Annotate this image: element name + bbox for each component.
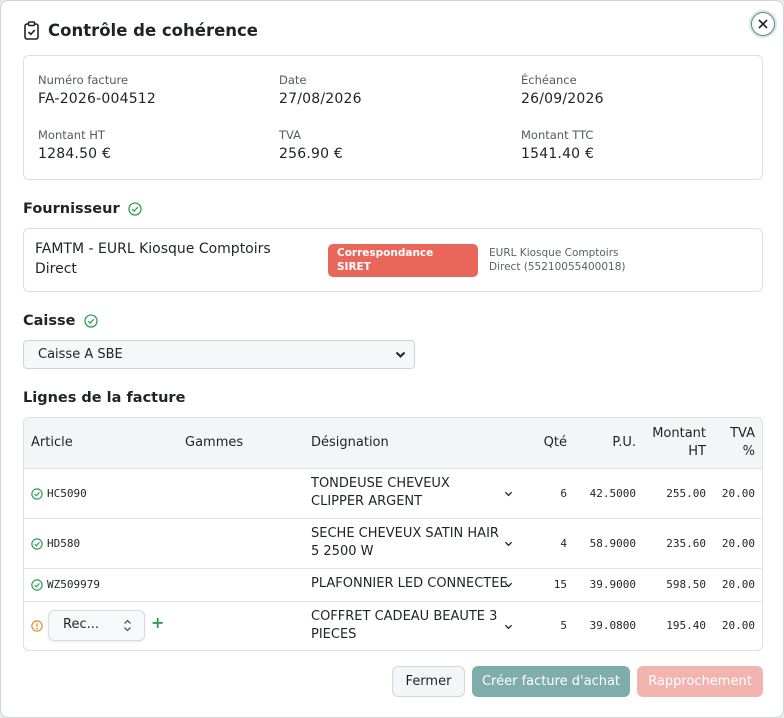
invoice-due-label: Échéance bbox=[521, 73, 577, 87]
chevron-down-icon bbox=[395, 351, 406, 358]
check-circle-icon bbox=[31, 538, 43, 550]
table-row[interactable]: HD580 SECHE CHEVEUX SATIN HAIR 5 2500 W … bbox=[24, 519, 762, 569]
chevron-down-icon[interactable] bbox=[504, 489, 513, 498]
col-montant: Montant HT bbox=[652, 426, 706, 459]
check-circle-icon bbox=[31, 579, 43, 591]
invoice-number-field: Numéro facture FA-2026-004512 bbox=[38, 73, 156, 107]
row-article: HD580 bbox=[47, 537, 81, 550]
col-pu: P.U. bbox=[612, 435, 636, 450]
caisse-heading: Caisse bbox=[23, 313, 98, 329]
row-article: HC5090 bbox=[47, 487, 87, 500]
row-designation: COFFRET CADEAU BEAUTE 3 PIECES bbox=[311, 609, 498, 642]
row-qte: 4 bbox=[560, 537, 567, 550]
row-pu: 39.9000 bbox=[589, 578, 636, 591]
row-tva: 20.00 bbox=[721, 537, 755, 550]
invoice-lines-table: Article Gammes Désignation Qté P.U. Mont… bbox=[23, 417, 763, 651]
caisse-heading-label: Caisse bbox=[23, 313, 76, 329]
amount-ttc-label: Montant TTC bbox=[521, 128, 594, 142]
supplier-name: FAMTM - EURL Kiosque Comptoirs Direct bbox=[35, 241, 271, 277]
table-row[interactable]: Rec... + COFFRET CADEAU BEAUTE 3 PIECES … bbox=[24, 602, 762, 650]
amount-ht-value: 1284.50 € bbox=[38, 146, 112, 162]
tva-value: 256.90 € bbox=[279, 146, 343, 162]
row-designation: TONDEUSE CHEVEUX CLIPPER ARGENT bbox=[311, 476, 450, 509]
invoice-date-value: 27/08/2026 bbox=[279, 91, 362, 107]
invoice-number-label: Numéro facture bbox=[38, 73, 129, 87]
table-row[interactable]: HC5090 TONDEUSE CHEVEUX CLIPPER ARGENT 6… bbox=[24, 469, 762, 519]
create-purchase-invoice-button[interactable]: Créer facture d'achat bbox=[472, 666, 630, 697]
chevron-down-icon[interactable] bbox=[504, 580, 513, 589]
amount-ht-label: Montant HT bbox=[38, 128, 105, 142]
col-qte: Qté bbox=[543, 435, 567, 450]
col-article: Article bbox=[31, 435, 73, 450]
caisse-select[interactable]: Caisse A SBE bbox=[23, 340, 415, 369]
row-montant: 235.60 bbox=[666, 537, 706, 550]
check-circle-icon bbox=[31, 488, 43, 500]
row-montant: 195.40 bbox=[666, 619, 706, 632]
amount-ht-field: Montant HT 1284.50 € bbox=[38, 128, 111, 162]
supplier-heading: Fournisseur bbox=[23, 201, 142, 217]
close-icon[interactable] bbox=[751, 12, 775, 36]
article-select-value: Rec... bbox=[63, 617, 99, 632]
table-header: Article Gammes Désignation Qté P.U. Mont… bbox=[24, 418, 762, 469]
col-gammes: Gammes bbox=[185, 435, 244, 450]
col-tva: TVA % bbox=[730, 426, 755, 459]
chevron-updown-icon bbox=[124, 619, 131, 632]
row-qte: 5 bbox=[560, 619, 567, 632]
article-select[interactable]: Rec... bbox=[48, 610, 145, 641]
invoice-date-label: Date bbox=[279, 73, 307, 87]
close-button[interactable]: Fermer bbox=[392, 666, 465, 697]
invoice-date-field: Date 27/08/2026 bbox=[279, 73, 362, 107]
row-tva: 20.00 bbox=[721, 578, 755, 591]
tva-label: TVA bbox=[279, 128, 302, 142]
clipboard-check-icon bbox=[24, 21, 39, 40]
reconcile-button[interactable]: Rapprochement bbox=[637, 666, 763, 697]
page-title: Contrôle de cohérence bbox=[48, 21, 258, 40]
row-montant: 598.50 bbox=[666, 578, 706, 591]
col-designation: Désignation bbox=[311, 435, 389, 450]
supplier-heading-label: Fournisseur bbox=[23, 201, 120, 217]
caisse-select-value: Caisse A SBE bbox=[38, 347, 123, 362]
row-tva: 20.00 bbox=[721, 619, 755, 632]
check-circle-icon bbox=[83, 314, 98, 328]
check-circle-icon bbox=[127, 202, 142, 216]
supplier-match-text: EURL Kiosque Comptoirs Direct (552100554… bbox=[489, 247, 626, 273]
siret-match-badge: Correspondance SIRET bbox=[328, 244, 478, 277]
dialog-header: Contrôle de cohérence bbox=[23, 21, 258, 40]
amount-ttc-value: 1541.40 € bbox=[521, 146, 595, 162]
row-qte: 15 bbox=[553, 578, 567, 591]
lines-heading-label: Lignes de la facture bbox=[23, 390, 186, 406]
row-designation: PLAFONNIER LED CONNECTEE bbox=[311, 576, 508, 591]
invoice-summary: Numéro facture FA-2026-004512 Date 27/08… bbox=[23, 55, 763, 180]
amount-ttc-field: Montant TTC 1541.40 € bbox=[521, 128, 594, 162]
table-row[interactable]: WZ509979 PLAFONNIER LED CONNECTEE 15 39.… bbox=[24, 569, 762, 602]
lines-heading: Lignes de la facture bbox=[23, 390, 185, 406]
row-tva: 20.00 bbox=[721, 487, 755, 500]
invoice-due-field: Échéance 26/09/2026 bbox=[521, 73, 604, 107]
row-pu: 58.9000 bbox=[589, 537, 636, 550]
supplier-card: FAMTM - EURL Kiosque Comptoirs Direct Co… bbox=[23, 228, 763, 292]
row-qte: 6 bbox=[560, 487, 567, 500]
chevron-down-icon[interactable] bbox=[504, 622, 513, 631]
chevron-down-icon[interactable] bbox=[504, 539, 513, 548]
row-pu: 42.5000 bbox=[589, 487, 636, 500]
invoice-number-value: FA-2026-004512 bbox=[38, 91, 157, 107]
invoice-due-value: 26/09/2026 bbox=[521, 91, 604, 107]
add-article-button[interactable]: + bbox=[151, 613, 165, 632]
row-montant: 255.00 bbox=[666, 487, 706, 500]
row-designation: SECHE CHEVEUX SATIN HAIR 5 2500 W bbox=[311, 526, 499, 559]
warning-circle-icon bbox=[31, 620, 43, 632]
tva-field: TVA 256.90 € bbox=[279, 128, 343, 162]
row-article: WZ509979 bbox=[47, 578, 100, 591]
row-pu: 39.0800 bbox=[589, 619, 636, 632]
